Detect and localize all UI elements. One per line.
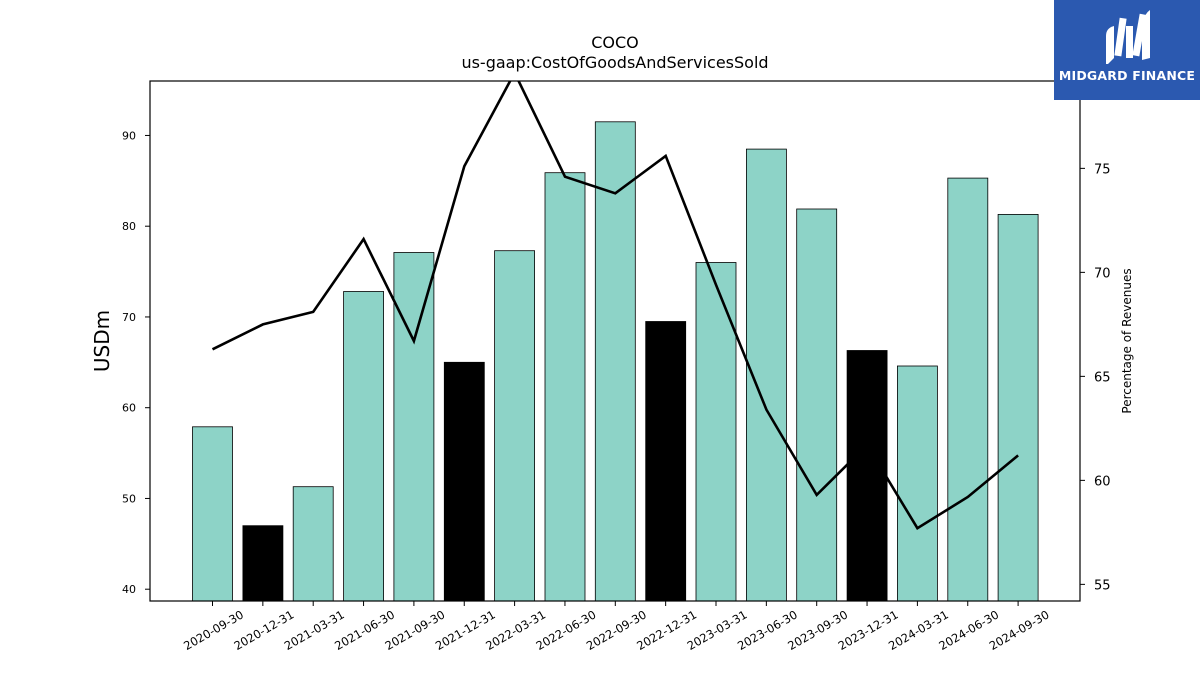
bar-2021-12-31: [443, 361, 485, 601]
chart-subtitle: us-gaap:CostOfGoodsAndServicesSold: [461, 53, 768, 72]
bar-2021-09-30: [393, 252, 435, 601]
y-tick-label: 80: [122, 220, 136, 233]
brand-mark-icon: [1106, 10, 1150, 64]
bar-2020-09-30: [192, 426, 233, 601]
pct-revenue-line: [211, 81, 1019, 530]
y2-tick-label: 55: [1094, 578, 1111, 593]
y2-tick-label: 65: [1094, 370, 1111, 385]
brand-name: MIDGARD FINANCE: [1058, 68, 1196, 83]
bar-2024-03-31: [897, 365, 938, 601]
y-axis-label: USDm: [90, 310, 114, 372]
chart-title: COCO: [591, 33, 639, 52]
bar-2022-03-31: [494, 250, 536, 601]
bar-2024-09-30: [997, 213, 1039, 601]
y2-axis-label: Percentage of Revenues: [1120, 268, 1134, 413]
y-tick-label: 90: [122, 129, 136, 142]
bar-2022-09-30: [594, 121, 636, 601]
bar-2023-12-31: [846, 350, 888, 601]
bar-2022-12-31: [645, 321, 687, 601]
y-tick-label: 60: [122, 402, 136, 415]
y-tick-label: 50: [122, 492, 136, 505]
brand-logo: MIDGARD FINANCE: [1054, 0, 1200, 100]
bar-2024-06-30: [947, 177, 989, 601]
bar-2023-03-31: [695, 262, 737, 601]
bar-2021-03-31: [292, 486, 334, 601]
y2-tick-label: 75: [1094, 162, 1111, 177]
y-tick-label: 40: [122, 583, 136, 596]
bar-2021-06-30: [343, 291, 385, 601]
y2-tick-label: 70: [1094, 266, 1111, 281]
y-tick-label: 70: [122, 311, 136, 324]
bar-2022-06-30: [544, 172, 586, 601]
bar-2020-12-31: [242, 525, 284, 601]
bar-2023-09-30: [796, 208, 838, 601]
y2-tick-label: 60: [1094, 474, 1111, 489]
